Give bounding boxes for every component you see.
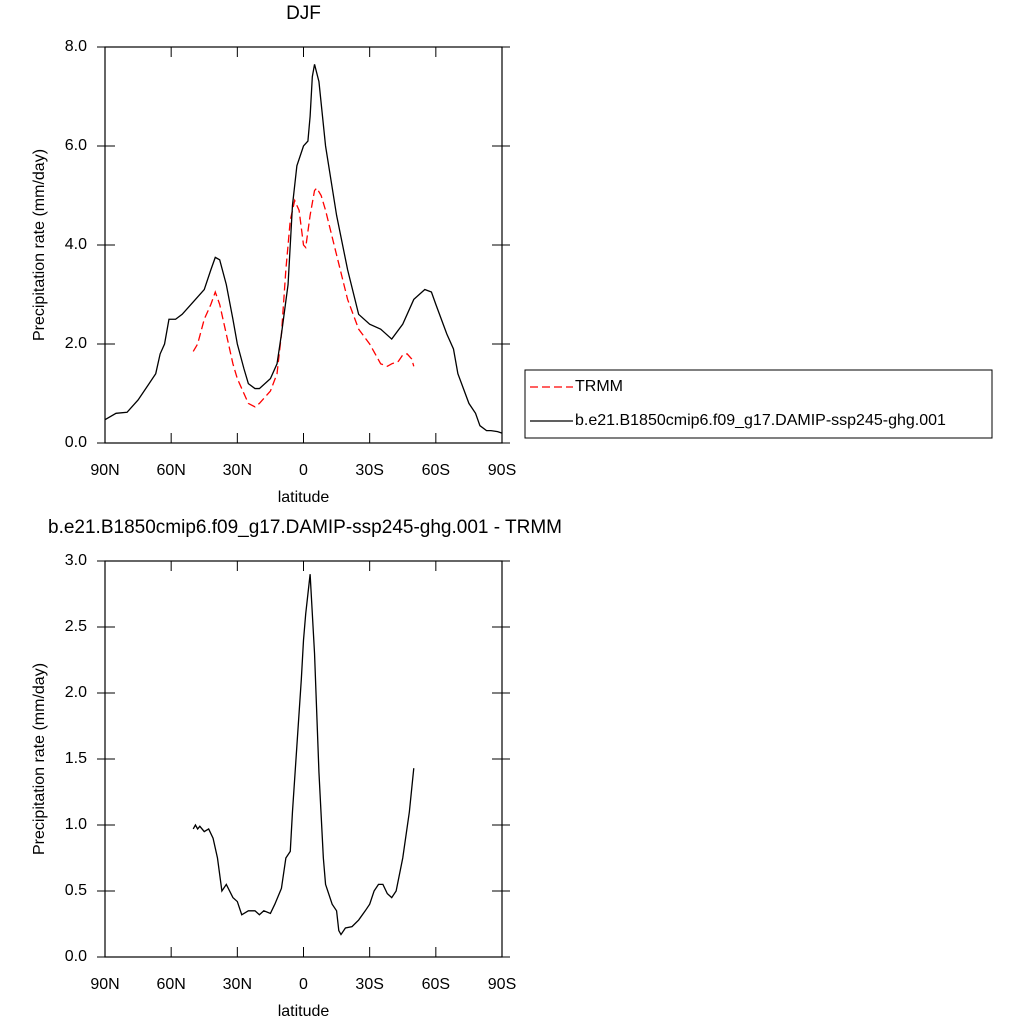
x-tick-label: 0 <box>299 976 308 993</box>
x-tick-label: 30N <box>223 462 252 479</box>
y-axis-label: Precipitation rate (mm/day) <box>31 149 48 341</box>
x-tick-label: 30N <box>223 976 252 993</box>
y-axis-label: Precipitation rate (mm/day) <box>31 663 48 855</box>
x-tick-label: 90N <box>90 462 119 479</box>
x-tick-label: 60N <box>156 976 185 993</box>
y-tick-label: 0.0 <box>65 434 87 451</box>
legend-label: b.e21.B1850cmip6.f09_g17.DAMIP-ssp245-gh… <box>575 412 946 429</box>
x-tick-label: 90S <box>488 976 516 993</box>
y-tick-label: 3.0 <box>65 552 87 569</box>
y-tick-label: 2.5 <box>65 618 87 635</box>
x-tick-label: 0 <box>299 462 308 479</box>
y-tick-label: 0.5 <box>65 882 87 899</box>
y-tick-label: 2.0 <box>65 684 87 701</box>
x-axis-label: latitude <box>278 1003 330 1020</box>
x-axis-label: latitude <box>278 489 330 506</box>
legend-box <box>524 369 993 439</box>
x-tick-label: 30S <box>355 976 383 993</box>
y-tick-label: 4.0 <box>65 236 87 253</box>
chart-title: DJF <box>286 3 321 24</box>
data-line <box>192 574 415 936</box>
y-tick-label: 2.0 <box>65 335 87 352</box>
y-tick-label: 6.0 <box>65 137 87 154</box>
y-tick-label: 1.0 <box>65 816 87 833</box>
x-tick-label: 60S <box>422 976 450 993</box>
y-tick-label: 8.0 <box>65 38 87 55</box>
chart-title: b.e21.B1850cmip6.f09_g17.DAMIP-ssp245-gh… <box>48 517 562 538</box>
plot-frame <box>104 560 503 958</box>
x-tick-label: 60S <box>422 462 450 479</box>
x-tick-label: 90S <box>488 462 516 479</box>
x-tick-label: 60N <box>156 462 185 479</box>
data-line <box>192 186 415 408</box>
x-tick-label: 30S <box>355 462 383 479</box>
x-tick-label: 90N <box>90 976 119 993</box>
y-tick-label: 1.5 <box>65 750 87 767</box>
legend-label: TRMM <box>575 378 623 395</box>
y-tick-label: 0.0 <box>65 948 87 965</box>
data-line <box>104 64 503 434</box>
